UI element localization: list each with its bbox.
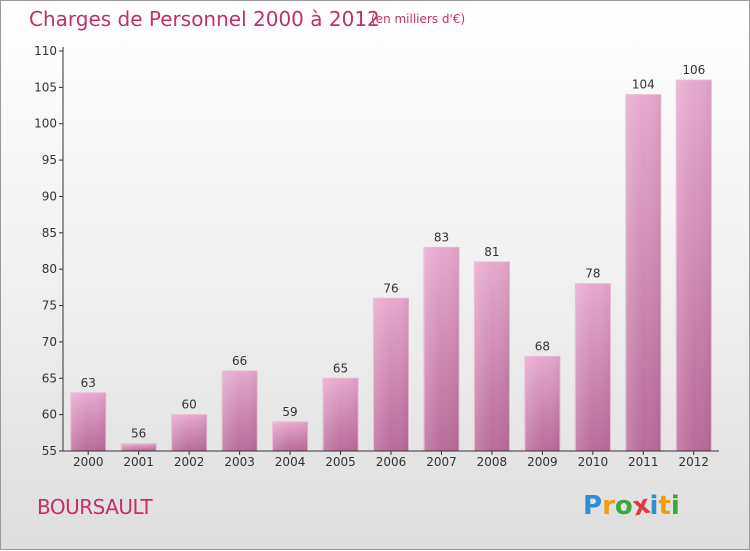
- logo-letter: r: [602, 491, 615, 521]
- x-tick-label: 2009: [527, 455, 558, 469]
- x-tick-label: 2008: [477, 455, 508, 469]
- y-tick-label: 70: [42, 335, 57, 349]
- bar-value-label: 83: [434, 230, 449, 244]
- bar-value-label: 66: [232, 354, 247, 368]
- logo-letter: t: [658, 491, 671, 521]
- x-tick-label: 2007: [426, 455, 457, 469]
- y-tick-label: 75: [42, 299, 57, 313]
- y-tick-label: 95: [42, 153, 57, 167]
- bar-value-label: 76: [383, 281, 398, 295]
- logo-letter: o: [614, 491, 633, 521]
- bar-value-label: 81: [484, 245, 499, 259]
- x-tick-label: 2002: [174, 455, 205, 469]
- bar-shine: [70, 392, 106, 451]
- y-tick-label: 85: [42, 226, 57, 240]
- x-tick-label: 2011: [628, 455, 659, 469]
- bar-shine: [474, 261, 510, 451]
- bar-value-label: 59: [282, 405, 297, 419]
- bar-value-label: 65: [333, 361, 348, 375]
- y-tick-label: 90: [42, 189, 57, 203]
- chart-unit: (en milliers d'€): [371, 12, 466, 26]
- y-tick-label: 65: [42, 371, 57, 385]
- bar-shine: [373, 298, 409, 451]
- x-tick-label: 2005: [325, 455, 356, 469]
- bar-shine: [423, 247, 459, 451]
- x-tick-label: 2006: [376, 455, 407, 469]
- logo-letter: P: [583, 491, 603, 521]
- bar-value-label: 60: [182, 398, 197, 412]
- bar-value-label: 104: [632, 78, 655, 92]
- x-tick-label: 2012: [678, 455, 709, 469]
- bar-shine: [171, 414, 207, 451]
- logo-letter: i: [649, 491, 659, 521]
- y-tick-label: 60: [42, 408, 57, 422]
- proxiti-logo: Proxiti: [583, 490, 680, 523]
- x-tick-label: 2003: [224, 455, 255, 469]
- x-tick-label: 2004: [275, 455, 306, 469]
- bar-shine: [121, 443, 157, 451]
- bar-value-label: 68: [535, 339, 550, 353]
- bar-shine: [323, 378, 359, 451]
- y-tick-label: 105: [34, 80, 57, 94]
- y-tick-label: 80: [42, 262, 57, 276]
- bar-shine: [676, 80, 712, 451]
- commune-name: BOURSAULT: [37, 495, 153, 519]
- bar-value-label: 56: [131, 427, 146, 441]
- bar-shine: [575, 283, 611, 451]
- bar-value-label: 78: [585, 267, 600, 281]
- bar-value-label: 63: [81, 376, 96, 390]
- x-tick-label: 2001: [123, 455, 154, 469]
- logo-letter: i: [670, 491, 680, 521]
- y-tick-label: 100: [34, 117, 57, 131]
- y-tick-label: 110: [34, 44, 57, 58]
- x-tick-label: 2010: [578, 455, 609, 469]
- chart-title: Charges de Personnel 2000 à 2012: [29, 7, 380, 31]
- bar-value-label: 106: [682, 63, 705, 77]
- x-tick-label: 2000: [73, 455, 104, 469]
- y-tick-label: 55: [42, 444, 57, 458]
- bar-shine: [524, 356, 560, 451]
- bar-shine: [222, 371, 258, 451]
- bar-shine: [272, 421, 308, 451]
- bar-shine: [625, 94, 661, 452]
